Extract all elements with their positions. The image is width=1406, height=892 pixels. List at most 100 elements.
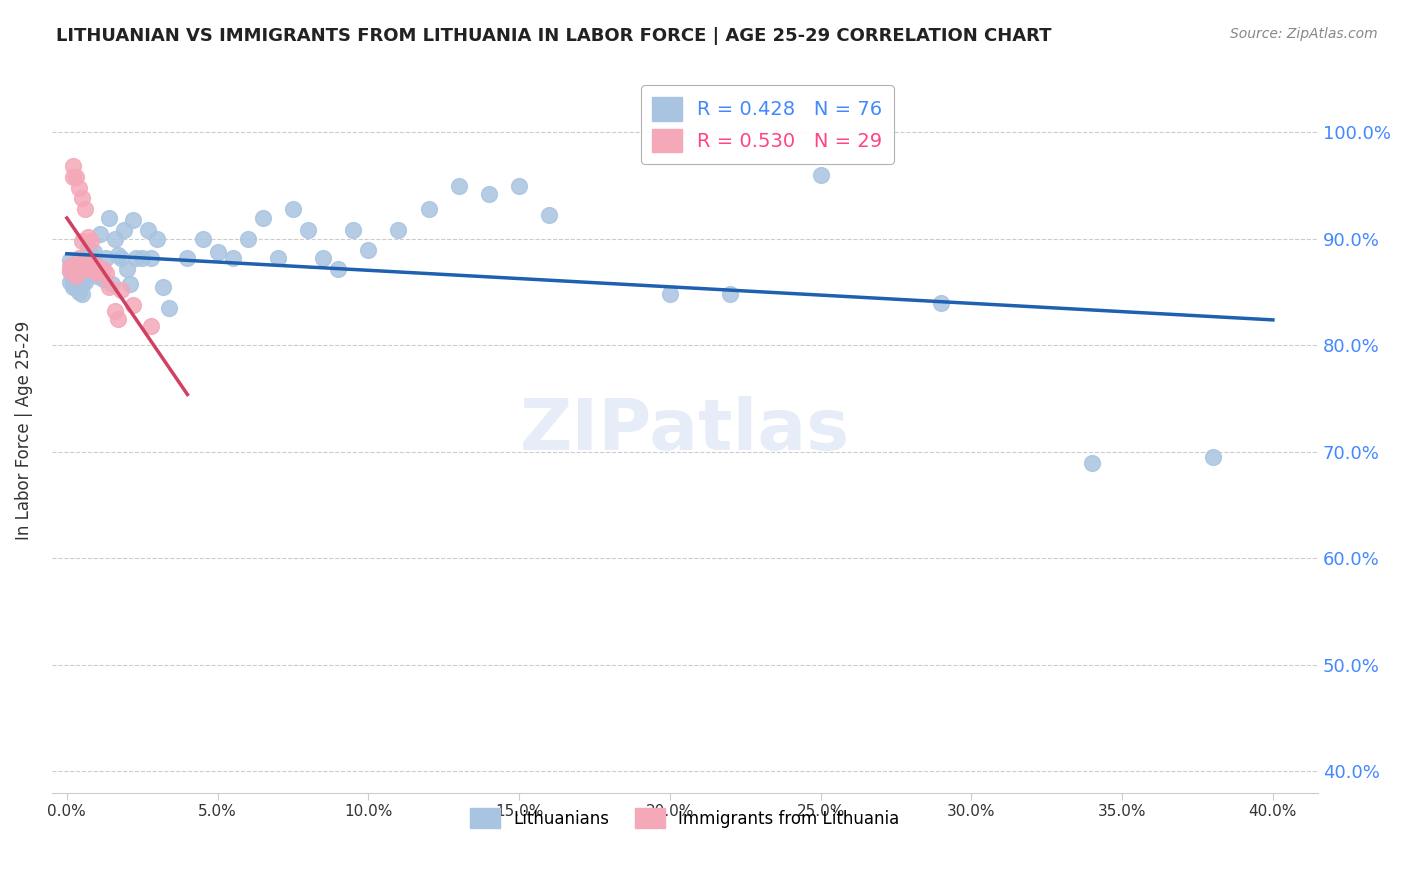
Point [146,232,169,246]
Point [67,251,90,265]
Point [357,243,380,257]
Point [312,251,335,265]
Point [67,264,90,278]
Text: LITHUANIAN VS IMMIGRANTS FROM LITHUANIA IN LABOR FORCE | AGE 25-29 CORRELATION C: LITHUANIAN VS IMMIGRANTS FROM LITHUANIA … [56,27,1052,45]
Point [80,234,103,248]
Point [70,259,93,273]
Point [70,261,93,276]
Point [73,251,96,265]
Point [478,187,501,202]
Point [418,202,440,216]
Point [115,261,138,276]
Point [508,178,530,193]
Text: Source: ZipAtlas.com: Source: ZipAtlas.com [1230,27,1378,41]
Point [929,295,952,310]
Point [67,285,90,300]
Point [65,280,87,294]
Point [86,266,108,280]
Point [59,253,82,268]
Point [125,251,148,265]
Point [252,211,274,225]
Point [112,223,135,237]
Point [221,251,243,265]
Point [207,244,229,259]
Point [94,266,117,280]
Point [65,170,87,185]
Point [65,275,87,289]
Point [538,209,561,223]
Point [62,259,84,273]
Point [70,234,93,248]
Point [136,223,159,237]
Point [59,259,82,273]
Point [70,277,93,291]
Point [83,244,105,259]
Point [59,264,82,278]
Point [80,248,103,262]
Point [157,301,180,315]
Point [658,287,681,301]
Point [131,251,153,265]
Point [98,280,121,294]
Point [65,261,87,276]
Point [59,264,82,278]
Point [267,251,290,265]
Point [83,255,105,269]
Point [120,277,142,291]
Point [73,275,96,289]
Point [77,253,100,268]
Point [104,304,127,318]
Point [70,266,93,280]
Point [73,255,96,269]
Point [810,168,832,182]
Legend: Lithuanians, Immigrants from Lithuania: Lithuanians, Immigrants from Lithuania [464,801,905,835]
Point [67,269,90,284]
Y-axis label: In Labor Force | Age 25-29: In Labor Force | Age 25-29 [15,321,32,541]
Point [91,261,114,276]
Point [62,160,84,174]
Point [122,212,145,227]
Point [62,170,84,185]
Point [77,240,100,254]
Point [73,261,96,276]
Point [65,269,87,284]
Point [91,272,114,286]
Point [77,229,100,244]
Point [89,227,111,241]
Point [281,202,304,216]
Point [122,298,145,312]
Point [70,287,93,301]
Text: ZIPatlas: ZIPatlas [520,396,851,465]
Point [152,280,174,294]
Point [342,223,364,237]
Point [65,259,87,273]
Point [104,232,127,246]
Point [718,287,741,301]
Point [86,259,108,273]
Point [62,275,84,289]
Point [387,223,409,237]
Point [80,255,103,269]
Point [110,283,132,297]
Point [236,232,259,246]
Point [89,266,111,280]
Point [98,211,121,225]
Point [297,223,319,237]
Point [447,178,470,193]
Point [1081,456,1104,470]
Point [70,191,93,205]
Point [328,261,350,276]
Point [191,232,214,246]
Point [86,269,108,284]
Point [110,251,132,265]
Point [101,277,124,291]
Point [176,251,198,265]
Point [1201,450,1223,465]
Point [67,181,90,195]
Point [62,280,84,294]
Point [67,275,90,289]
Point [77,261,100,276]
Point [59,275,82,289]
Point [65,264,87,278]
Point [80,259,103,273]
